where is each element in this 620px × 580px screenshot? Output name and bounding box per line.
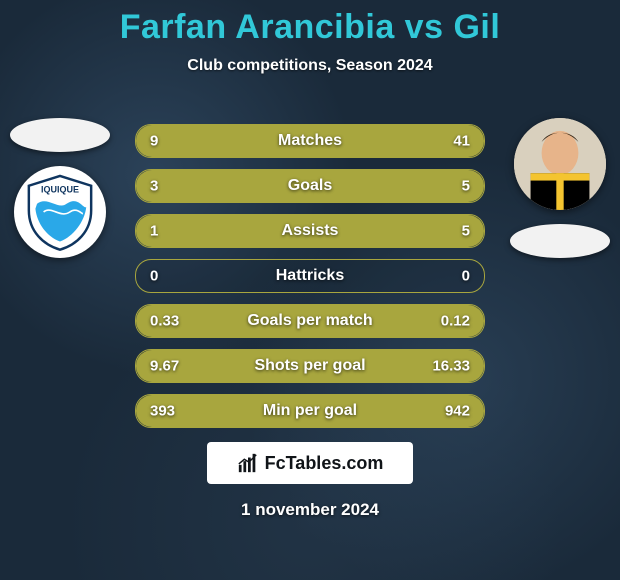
date-text: 1 november 2024 — [0, 500, 620, 520]
stat-value-left: 9 — [150, 133, 158, 150]
brand-badge: FcTables.com — [207, 442, 413, 484]
stat-row: 35Goals — [135, 169, 485, 203]
stat-fill-right — [391, 305, 484, 337]
player-photo-right — [514, 118, 606, 210]
stat-value-right: 41 — [453, 133, 470, 150]
stat-fill-left — [136, 125, 199, 157]
stat-fill-right — [194, 215, 484, 247]
country-flag-right — [510, 224, 610, 258]
stat-row: 393942Min per goal — [135, 394, 485, 428]
stat-value-left: 393 — [150, 403, 175, 420]
stat-value-right: 942 — [445, 403, 470, 420]
stat-value-right: 0 — [462, 268, 470, 285]
club-logo-left: IQUIQUE — [14, 166, 106, 258]
stat-value-right: 16.33 — [432, 358, 470, 375]
page-title: Farfan Arancibia vs Gil — [0, 0, 620, 47]
stat-fill-right — [267, 170, 485, 202]
club-crest-icon: IQUIQUE — [19, 171, 101, 253]
stat-fill-right — [199, 125, 484, 157]
stat-value-left: 3 — [150, 178, 158, 195]
stat-row: 15Assists — [135, 214, 485, 248]
stat-value-right: 5 — [462, 178, 470, 195]
stat-row: 0 0Hattricks — [135, 259, 485, 293]
stat-row: 0.330.12Goals per match — [135, 304, 485, 338]
stats-table: 941Matches35Goals15Assists00Hattricks0.3… — [135, 124, 485, 428]
stat-value-left: 0.33 — [150, 313, 179, 330]
stat-label: Hattricks — [136, 267, 484, 285]
stat-value-left: 0 — [150, 268, 158, 285]
player-left: IQUIQUE — [10, 118, 110, 258]
player-right — [510, 118, 610, 258]
subtitle: Club competitions, Season 2024 — [0, 57, 620, 75]
stat-row: 9.6716.33Shots per goal — [135, 349, 485, 383]
chart-icon — [237, 452, 259, 474]
stat-fill-left — [136, 215, 194, 247]
stat-value-left: 9.67 — [150, 358, 179, 375]
stat-row: 941Matches — [135, 124, 485, 158]
brand-text: FcTables.com — [265, 453, 384, 474]
stat-value-right: 0.12 — [441, 313, 470, 330]
stat-value-right: 5 — [462, 223, 470, 240]
avatar-icon — [514, 118, 606, 210]
club-name-text: IQUIQUE — [41, 184, 79, 194]
country-flag-left — [10, 118, 110, 152]
stat-value-left: 1 — [150, 223, 158, 240]
